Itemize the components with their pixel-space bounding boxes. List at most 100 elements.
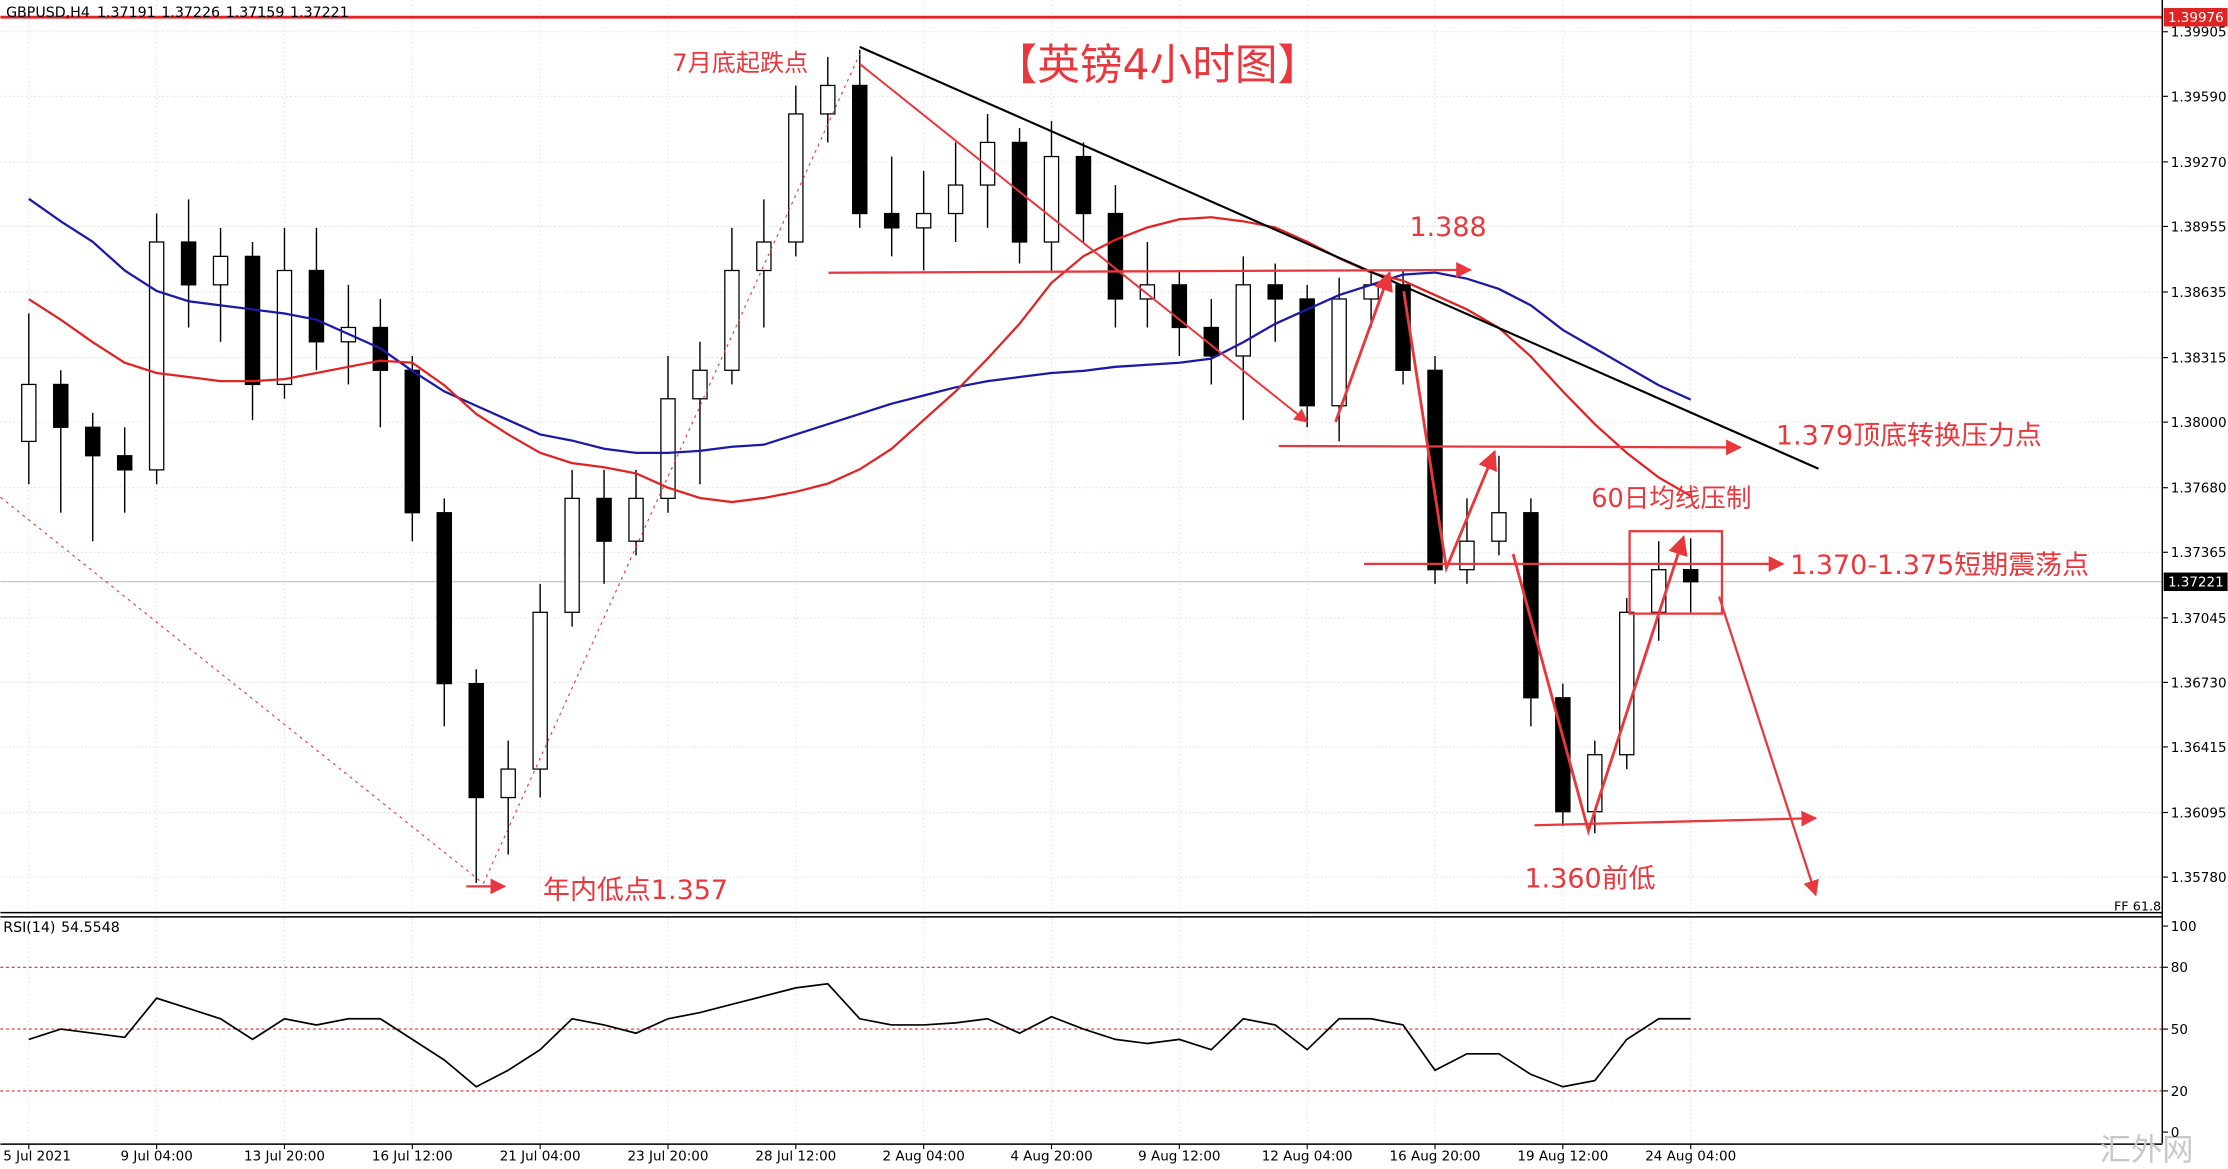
footnote: FF 61.8 (2114, 899, 2161, 914)
candle-body (1235, 284, 1251, 357)
x-tick-label: 9 Jul 04:00 (121, 1148, 193, 1164)
range-box (1628, 530, 1724, 615)
price-label-box (2163, 7, 2228, 27)
annotation: 7月底起跌点 (672, 49, 808, 77)
arrow (1718, 596, 1819, 897)
indicator-value: 54.5548 (61, 920, 120, 936)
dotted-line (482, 53, 861, 884)
drawings (0, 45, 1819, 897)
header-value: 1.37191 (97, 5, 156, 21)
price-label: 1.37221 (2168, 575, 2224, 591)
annotation: 1.360前低 (1524, 864, 1655, 895)
x-tick-label: 4 Aug 20:00 (1010, 1148, 1092, 1164)
candle-body (404, 369, 421, 514)
x-tick-label: 2 Aug 04:00 (882, 1148, 964, 1164)
x-tick-label: 28 Jul 12:00 (755, 1148, 836, 1164)
y-tick-label: 1.37365 (2171, 545, 2227, 561)
x-tick-label: 5 Jul 2021 (3, 1148, 71, 1164)
candle-body (1619, 611, 1635, 756)
y-tick-label: 1.36415 (2171, 740, 2227, 756)
candle-body (276, 269, 293, 386)
moving-average (28, 216, 1692, 504)
arrow (1511, 535, 1688, 836)
y-tick-label: 1.38000 (2171, 415, 2227, 431)
watermark: 汇外网 (2100, 1132, 2194, 1168)
y-tick-label: 1.38315 (2171, 351, 2227, 367)
candle-body (1075, 155, 1092, 215)
candle-body (500, 768, 516, 799)
header-value: 1.37159 (226, 5, 285, 21)
annotation: 1.370-1.375短期震荡点 (1790, 550, 2089, 581)
x-tick-label: 12 Aug 04:00 (1262, 1148, 1353, 1164)
candle-body (947, 184, 964, 215)
plot (0, 15, 2163, 1092)
candle-body (660, 398, 676, 500)
y-tick-label: 1.39270 (2171, 155, 2227, 171)
candle-body (788, 113, 804, 243)
y-tick-label: 80 (2171, 960, 2188, 976)
x-tick-label: 24 Aug 04:00 (1645, 1148, 1736, 1164)
moving-average (28, 197, 1692, 455)
x-tick-label: 23 Jul 20:00 (628, 1148, 709, 1164)
arrow (1534, 810, 1818, 827)
indicator-header: RSI(14) 54.5548 (3, 920, 120, 936)
symbol: GBPUSD,H4 (6, 5, 90, 21)
y-tick-label: 1.35780 (2171, 870, 2227, 886)
candle-body (915, 212, 932, 229)
candle-body (468, 682, 484, 799)
y-tick-label: 1.38635 (2171, 285, 2227, 301)
candle-body (53, 383, 69, 428)
candle-body (1491, 512, 1507, 542)
x-tick-label: 9 Aug 12:00 (1138, 1148, 1220, 1164)
candle-body (1139, 284, 1156, 300)
rsi-line (28, 982, 1691, 1088)
candle-body (1587, 754, 1603, 813)
candle-body (596, 497, 612, 542)
y-tick-label: 0 (2171, 1125, 2180, 1141)
chart-title: 【英镑4小时图】 (995, 41, 1320, 91)
x-tick-label: 16 Jul 12:00 (372, 1148, 453, 1164)
candle-body (1331, 298, 1347, 407)
candle-body (1107, 212, 1124, 300)
annotation: 年内低点1.357 (543, 875, 728, 906)
y-tick-label: 20 (2171, 1084, 2188, 1100)
y-tick-label: 1.36730 (2171, 675, 2227, 691)
header-value: 1.37226 (161, 5, 220, 21)
y-tick-label: 1.39905 (2171, 25, 2227, 41)
arrow (1402, 290, 1498, 574)
candle-body (1299, 298, 1315, 407)
y-tick-label: 100 (2171, 919, 2197, 935)
candle-body (628, 497, 644, 542)
y-tick-label: 1.38955 (2171, 219, 2227, 235)
candle-body (692, 369, 708, 400)
candle-body (532, 611, 548, 770)
candle-body (1650, 569, 1667, 613)
candle-body (820, 84, 836, 115)
candle-body (1043, 155, 1060, 243)
candle-body (244, 255, 261, 386)
y-tick-label: 1.37045 (2171, 611, 2227, 627)
candle-body (21, 383, 37, 443)
arrow (828, 261, 1473, 278)
y-tick-label: 1.36095 (2171, 805, 2227, 821)
candle-body (724, 269, 740, 371)
candle-body (1523, 512, 1539, 699)
candle-body (308, 269, 325, 343)
arrow (1278, 439, 1742, 456)
trend-line (859, 45, 1819, 470)
price-label: 1.39976 (2168, 10, 2224, 26)
candle-body (148, 241, 165, 471)
candle-body (1682, 569, 1699, 583)
price-label-box (2163, 572, 2228, 592)
header-value: 1.37221 (290, 5, 349, 21)
candle-body (564, 497, 580, 613)
candle-body (436, 512, 453, 685)
arrow (1334, 270, 1393, 423)
candle-body (852, 84, 868, 215)
candle-body (1267, 284, 1283, 300)
y-tick-label: 1.39590 (2171, 89, 2227, 105)
annotation: 1.379顶底转换压力点 (1776, 421, 2042, 452)
